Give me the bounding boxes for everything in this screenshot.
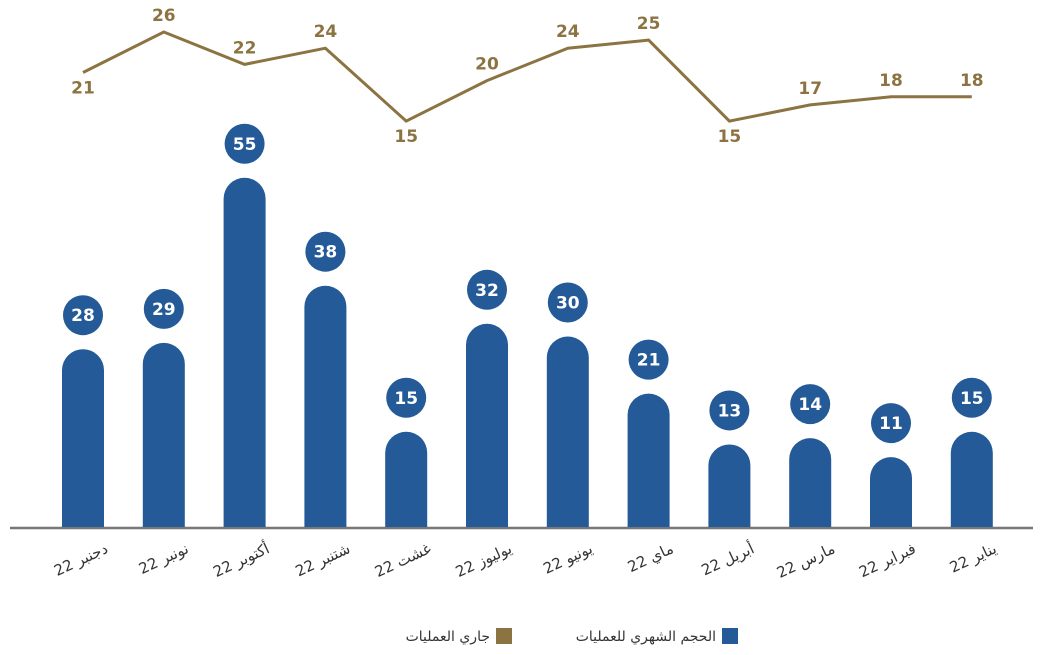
x-tick-label: أكتوبر 22 — [210, 538, 272, 581]
line-value-label: 26 — [152, 6, 176, 26]
line-value-label: 24 — [556, 22, 580, 42]
line-value-label: 15 — [394, 127, 418, 147]
bar — [142, 342, 185, 527]
bar — [789, 438, 832, 527]
line — [82, 30, 972, 123]
value-label: 15 — [960, 389, 984, 409]
line-value-label: 18 — [879, 71, 903, 91]
value-label: 38 — [314, 243, 338, 263]
value-badge — [628, 339, 669, 380]
line-value-label: 25 — [637, 14, 661, 34]
bar — [304, 285, 347, 527]
bar — [708, 444, 751, 527]
value-label: 11 — [879, 414, 903, 434]
bar — [870, 457, 912, 527]
value-label: 21 — [637, 351, 661, 371]
value-label: 14 — [798, 395, 822, 415]
value-badge — [790, 384, 831, 425]
line-value-label: 17 — [798, 79, 822, 99]
x-tick-label: يونيو 22 — [540, 539, 595, 577]
value-badge — [63, 295, 103, 336]
legend-swatch — [722, 628, 738, 644]
bar — [385, 431, 428, 527]
line-value-label: 18 — [960, 71, 984, 91]
line-value-label: 15 — [718, 127, 742, 147]
legend-swatch — [496, 628, 512, 644]
value-badge — [951, 377, 992, 418]
line-value-label: 20 — [475, 55, 499, 75]
x-tick-label: أبريل 22 — [698, 538, 757, 579]
x-tick-label: ماي 22 — [625, 539, 677, 577]
value-label: 55 — [233, 135, 257, 155]
legend-label: الحجم الشهري للعمليات — [576, 629, 716, 645]
x-tick-label: مارس 22 — [774, 539, 838, 582]
bar — [466, 323, 508, 527]
value-label: 30 — [556, 294, 580, 314]
bar — [223, 177, 266, 527]
value-label: 29 — [152, 300, 176, 320]
x-tick-label: نونبر 22 — [136, 539, 191, 578]
x-tick-label: دجنبر 22 — [51, 539, 110, 579]
legend-label: جاري العمليات — [406, 629, 490, 645]
x-tick-label: شتنبر 22 — [293, 539, 353, 580]
x-tick-label: غشت 22 — [372, 539, 434, 581]
bar — [950, 431, 993, 527]
value-label: 32 — [475, 281, 499, 301]
bar — [546, 336, 589, 527]
x-tick-label: فبراير 22 — [856, 539, 918, 581]
value-label: 13 — [718, 401, 742, 421]
line-value-label: 24 — [314, 22, 338, 42]
value-label: 15 — [394, 389, 418, 409]
bar — [627, 393, 670, 527]
value-badge — [143, 288, 184, 329]
value-badge — [224, 123, 265, 164]
value-badge — [305, 231, 346, 272]
value-label: 28 — [71, 306, 95, 326]
x-tick-label: يوليوز 22 — [453, 539, 515, 581]
value-badge — [467, 269, 507, 310]
line-value-label: 22 — [233, 38, 257, 58]
value-badge — [709, 390, 750, 431]
value-badge — [386, 377, 427, 418]
x-tick-label: يناير 22 — [947, 539, 1000, 576]
bar — [62, 349, 104, 527]
line-value-label: 21 — [71, 79, 95, 99]
value-badge — [871, 403, 911, 444]
value-badge — [547, 282, 588, 323]
